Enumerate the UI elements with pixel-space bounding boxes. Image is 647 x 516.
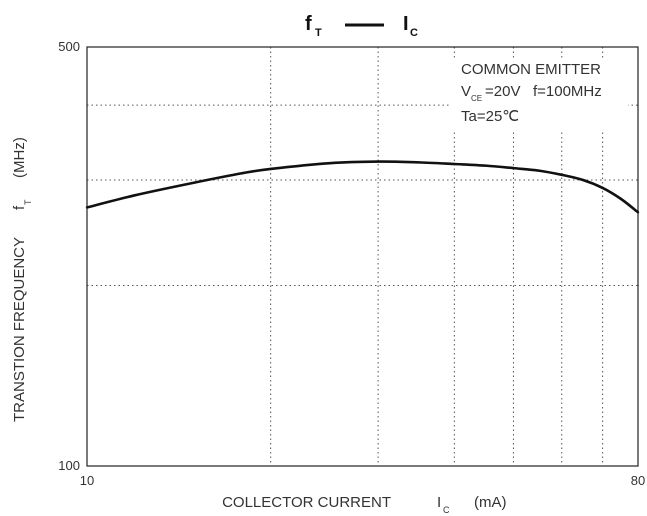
annotation-vce-subscript: CE [471, 94, 482, 103]
plot-frame [86, 46, 639, 467]
series-line-ft [86, 160, 639, 214]
annotation-line2: =20V f=100MHz [485, 83, 602, 100]
x-tick-label-80: 80 [631, 473, 645, 488]
y-axis-label: TRANSTION FREQUENCY [11, 237, 28, 422]
data-point-55ma [537, 169, 540, 172]
data-point-25ma [328, 161, 331, 165]
data-point-18ma [241, 171, 244, 175]
data-point-30ma [376, 160, 380, 163]
y-tick-label-100: 100 [58, 458, 80, 473]
y-axis-symbol: f [11, 205, 28, 210]
y-tick-label-500: 500 [58, 39, 80, 54]
y-axis-label-group: TRANSTION FREQUENCY f T (MHz) [11, 137, 33, 422]
data-point-75ma [619, 197, 623, 201]
data-point-15ma [193, 181, 196, 184]
annotation-line3: Ta=25℃ [461, 108, 519, 125]
data-point-35ma [417, 161, 421, 164]
data-point-65ma [581, 178, 585, 182]
title-ft-subscript: T [315, 27, 322, 39]
title-ft-symbol: f [305, 13, 312, 35]
y-axis-unit: (MHz) [11, 137, 28, 178]
data-point-80ma [636, 211, 640, 214]
x-axis-label: COLLECTOR CURRENT [222, 494, 391, 511]
x-tick-label-10: 10 [80, 473, 94, 488]
y-axis-subscript: T [23, 199, 33, 205]
data-point-70ma [601, 186, 604, 190]
data-point-50ma [512, 166, 515, 170]
data-point-40ma [453, 162, 456, 166]
title-ic-symbol: I [403, 13, 409, 35]
data-point-45ma [484, 164, 487, 167]
data-point-10ma [85, 206, 89, 209]
annotation-background [450, 58, 628, 130]
annotation-vce-symbol: V [461, 83, 471, 100]
series-points [85, 160, 640, 214]
annotation-line1: COMMON EMITTER [461, 61, 601, 78]
title-ic-subscript: C [410, 27, 418, 39]
data-point-60ma [560, 173, 563, 177]
x-axis-unit: (mA) [474, 494, 507, 511]
data-point-12ma [134, 193, 137, 197]
data-point-20ma [269, 167, 272, 171]
x-axis-subscript: C [443, 505, 450, 515]
x-axis-symbol: I [437, 494, 441, 511]
